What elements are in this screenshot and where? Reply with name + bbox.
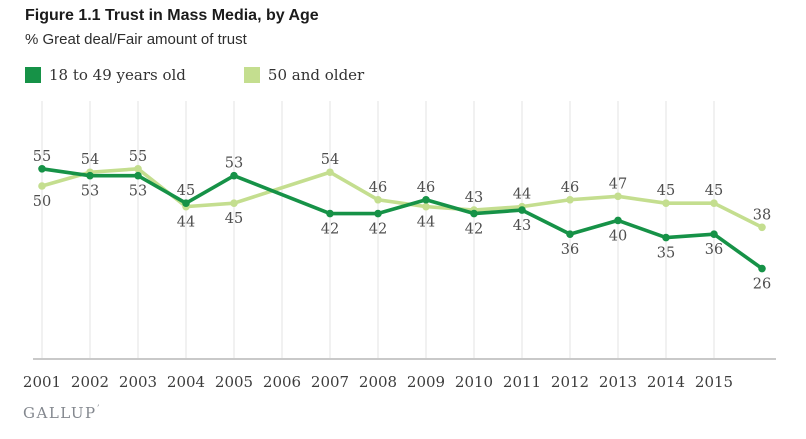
figure-title: Figure 1.1 Trust in Mass Media, by Age bbox=[25, 7, 319, 24]
gridlines bbox=[41, 101, 715, 358]
data-point-label: 38 bbox=[753, 207, 771, 223]
data-point-marker bbox=[566, 230, 574, 238]
data-point-marker bbox=[566, 195, 574, 204]
legend-label-18-to-49: 18 to 49 years old bbox=[49, 66, 186, 84]
legend-label-50-and-older: 50 and older bbox=[267, 66, 365, 84]
data-point-marker bbox=[662, 233, 670, 242]
data-point-marker bbox=[38, 165, 46, 173]
data-point-label: 42 bbox=[369, 222, 387, 238]
series-line-50-and-older bbox=[40, 167, 764, 230]
data-point-marker bbox=[374, 209, 382, 218]
data-point-label: 50 bbox=[33, 194, 51, 210]
chart-legend: 18 to 49 years old 50 and older bbox=[25, 66, 364, 84]
data-point-marker bbox=[374, 195, 382, 204]
x-tick-label: 2010 bbox=[455, 373, 493, 391]
data-point-label: 45 bbox=[657, 183, 675, 199]
data-point-label: 42 bbox=[321, 222, 339, 238]
data-point-label: 54 bbox=[81, 152, 99, 168]
data-point-label: 43 bbox=[513, 218, 531, 234]
x-tick-label: 2011 bbox=[503, 373, 541, 391]
data-point-label: 45 bbox=[225, 211, 243, 227]
data-point-label: 53 bbox=[225, 156, 243, 172]
data-point-marker bbox=[758, 264, 766, 273]
x-tick-label: 2007 bbox=[311, 373, 349, 391]
data-point-marker bbox=[710, 199, 718, 207]
x-tick-label: 2001 bbox=[23, 373, 61, 391]
data-point-label: 53 bbox=[129, 184, 147, 200]
data-point-marker bbox=[230, 199, 238, 207]
data-point-marker bbox=[470, 209, 478, 218]
data-point-label: 46 bbox=[417, 180, 435, 196]
data-point-label: 36 bbox=[705, 242, 723, 258]
data-point-label: 44 bbox=[513, 187, 531, 203]
x-tick-label: 2005 bbox=[215, 373, 253, 391]
data-point-marker bbox=[38, 182, 46, 190]
data-point-marker bbox=[422, 195, 430, 204]
data-point-label: 43 bbox=[465, 190, 483, 206]
x-axis-tick-labels: 2001 2002 2003 2004 2005 2006 2007 2008 2009 2010… bbox=[23, 373, 733, 391]
x-tick-label: 2002 bbox=[71, 373, 109, 391]
data-point-marker bbox=[134, 171, 142, 180]
data-point-marker bbox=[422, 202, 430, 211]
x-tick-label: 2003 bbox=[119, 373, 157, 391]
data-point-label: 54 bbox=[321, 152, 339, 168]
data-point-label: 46 bbox=[369, 180, 387, 196]
data-point-label: 42 bbox=[465, 222, 483, 238]
data-point-label: 53 bbox=[81, 184, 99, 200]
data-point-marker bbox=[86, 171, 94, 180]
trust-line-chart: 2001 2002 2003 2004 2005 2006 2007 2008 2009 2010… bbox=[23, 101, 776, 391]
data-point-label: 47 bbox=[609, 176, 627, 192]
series-50-and-older: 50 54 55 44 45 54 46 44 43 44 46 47 45 45 38 bbox=[33, 149, 771, 232]
series-line-18-to-49-years-old bbox=[40, 167, 764, 271]
data-point-marker bbox=[518, 206, 526, 214]
series-18-to-49-years-old: 55 53 53 45 53 42 42 46 42 43 36 40 35 36 26 bbox=[33, 149, 771, 293]
data-point-marker bbox=[710, 230, 718, 238]
x-tick-label: 2014 bbox=[647, 373, 685, 391]
data-point-label: 45 bbox=[705, 183, 723, 199]
data-point-label: 26 bbox=[753, 277, 771, 293]
data-point-label: 55 bbox=[129, 149, 147, 165]
data-point-label: 35 bbox=[657, 246, 675, 262]
data-point-marker bbox=[614, 192, 622, 201]
legend-swatch-dark-green bbox=[25, 67, 41, 83]
x-tick-label: 2008 bbox=[359, 373, 397, 391]
data-point-marker bbox=[662, 199, 670, 207]
data-point-marker bbox=[230, 171, 238, 180]
data-point-label: 45 bbox=[177, 183, 195, 199]
data-point-marker bbox=[326, 209, 334, 218]
x-tick-label: 2004 bbox=[167, 373, 205, 391]
gallup-wordmark: GALLUP bbox=[23, 404, 97, 422]
data-point-marker bbox=[614, 216, 622, 225]
trademark-icon: ʼ bbox=[96, 404, 100, 413]
data-point-marker bbox=[182, 199, 190, 207]
data-point-label: 44 bbox=[177, 215, 195, 231]
data-point-marker bbox=[326, 168, 334, 177]
legend-item-50-and-older: 50 and older bbox=[243, 66, 365, 84]
data-point-label: 46 bbox=[561, 180, 579, 196]
data-point-marker bbox=[758, 223, 766, 232]
x-tick-label: 2012 bbox=[551, 373, 589, 391]
legend-item-18-to-49: 18 to 49 years old bbox=[25, 66, 186, 84]
data-point-label: 40 bbox=[609, 228, 627, 244]
data-point-label: 44 bbox=[417, 215, 435, 231]
x-tick-label: 2009 bbox=[407, 373, 445, 391]
x-tick-label: 2015 bbox=[695, 373, 733, 391]
gallup-logo: GALLUPʼ bbox=[23, 404, 99, 422]
legend-swatch-light-green bbox=[243, 67, 260, 83]
data-point-label: 55 bbox=[33, 149, 51, 165]
data-point-label: 36 bbox=[561, 242, 579, 258]
x-tick-label: 2006 bbox=[263, 373, 301, 391]
data-point-marker bbox=[134, 165, 142, 173]
x-tick-label: 2013 bbox=[599, 373, 637, 391]
figure-subtitle: % Great deal/Fair amount of trust bbox=[25, 31, 247, 48]
